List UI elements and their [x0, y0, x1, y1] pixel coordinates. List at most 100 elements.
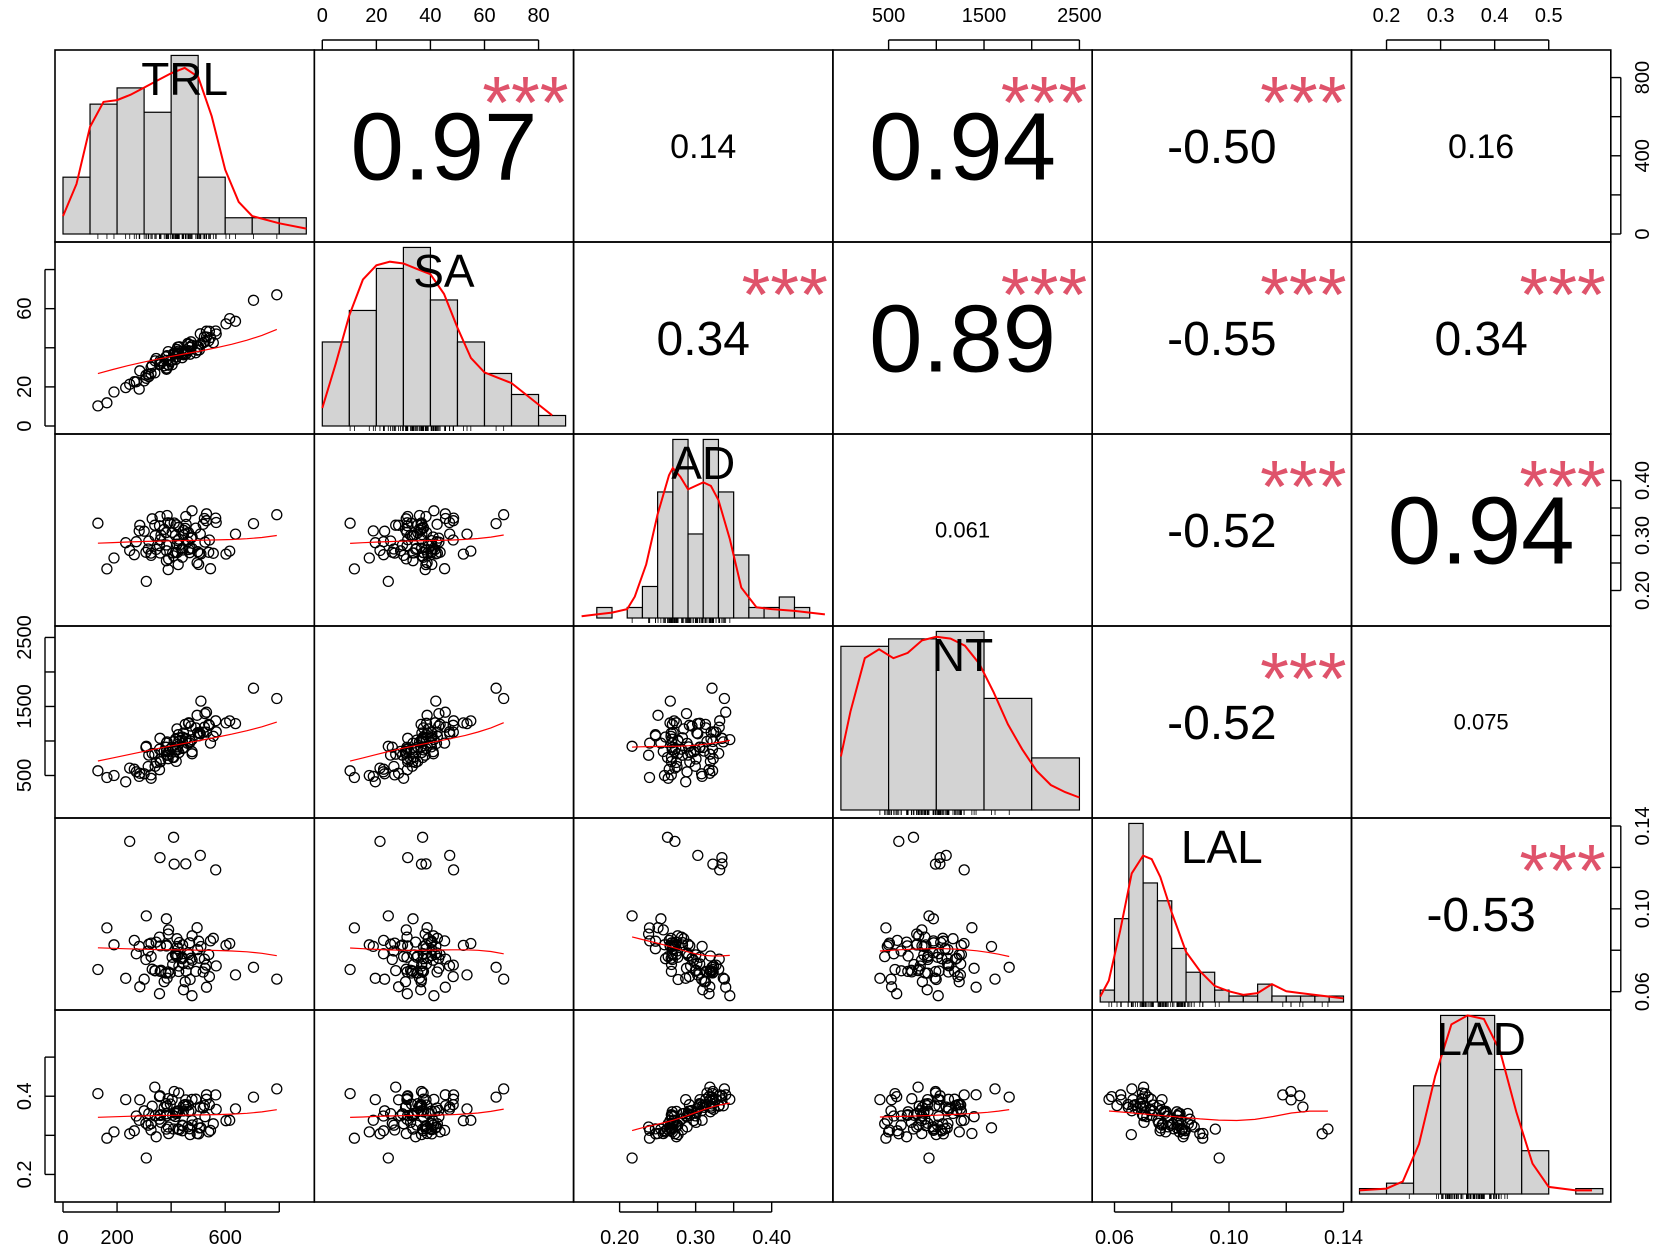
tick-label: 0: [57, 1227, 68, 1249]
density-curve: [321, 260, 553, 417]
scatter-point: [369, 1093, 381, 1106]
scatter-point: [662, 772, 674, 784]
scatter-point: [180, 510, 192, 523]
scatter-point: [168, 858, 180, 870]
tick-label: 0.3: [1427, 5, 1455, 27]
scatter-point: [1176, 1124, 1188, 1136]
scatter-point: [690, 1116, 702, 1129]
smooth-line: [879, 948, 1010, 958]
tick-label: 1500: [14, 684, 36, 729]
scatter-point: [666, 733, 678, 745]
scatter-point: [402, 940, 414, 952]
scatter-point: [1125, 1128, 1137, 1141]
tick-label: 400: [1632, 139, 1654, 172]
significance-stars: ***: [482, 61, 568, 144]
scatter-point: [377, 948, 390, 960]
scatter-point: [682, 741, 695, 753]
histogram-bar: [116, 87, 145, 235]
scatter-point: [655, 913, 667, 925]
scatter-point: [428, 1093, 440, 1106]
scatter-point: [416, 831, 429, 843]
scatter-point: [124, 1128, 136, 1140]
scatter-point: [108, 769, 120, 782]
scatter-point: [669, 835, 681, 848]
scatter-point: [498, 692, 510, 705]
scatter-point: [678, 723, 690, 735]
scatter-point: [666, 1106, 678, 1118]
scatter-point: [169, 546, 182, 559]
scatter-point: [377, 1125, 390, 1137]
scatter-point: [247, 294, 260, 306]
scatter-point: [145, 772, 157, 784]
histogram-bar: [429, 299, 459, 427]
scatter-point: [952, 970, 964, 983]
scatter-point: [344, 1087, 356, 1100]
scatter-point: [1173, 1108, 1185, 1120]
scatter-point: [461, 717, 473, 730]
panel-frame: [54, 817, 316, 1011]
scatter-point: [108, 552, 120, 564]
scatter-point: [210, 864, 222, 876]
scatter-point: [444, 528, 456, 540]
scatter-point: [1003, 1091, 1015, 1103]
scatter-point: [665, 965, 678, 978]
scatter-point: [124, 762, 136, 774]
smooth-line: [631, 1102, 730, 1132]
scatter-point: [428, 733, 440, 746]
diagonal-label: LAL: [1181, 821, 1263, 873]
scatter-point: [716, 732, 728, 745]
correlation-value: 0.97: [351, 94, 538, 201]
scatter-point: [433, 532, 445, 544]
histogram-bar: [748, 606, 765, 619]
scatter-point: [895, 965, 907, 977]
scatter-point: [146, 1100, 158, 1112]
scatter-point: [413, 972, 426, 984]
scatter-point: [699, 718, 712, 731]
scatter-point: [985, 1122, 998, 1134]
scatter-point: [922, 950, 934, 962]
tick-label: 0: [317, 5, 328, 27]
scatter-point: [400, 963, 412, 975]
scatter-point: [363, 769, 375, 782]
scatter-point: [893, 835, 905, 848]
scatter-point: [162, 1121, 174, 1133]
scatter-point: [676, 749, 689, 761]
scatter-point: [696, 770, 708, 783]
histogram-bar: [1031, 757, 1081, 811]
scatter-point: [124, 378, 136, 390]
scatter-point: [425, 1105, 438, 1117]
scatter-point: [417, 1110, 429, 1123]
scatter-point: [145, 547, 157, 559]
histogram-bar: [641, 585, 659, 619]
scatter-point: [369, 972, 381, 984]
scatter-point: [247, 682, 260, 694]
scatter-point: [171, 940, 183, 953]
scatter-point: [193, 558, 205, 571]
scatter-point: [1137, 1081, 1150, 1093]
scatter-point: [417, 1125, 429, 1137]
scatter-point: [874, 972, 886, 984]
scatter-point: [706, 765, 719, 777]
scatter-point: [392, 981, 405, 993]
scatter-point: [386, 953, 398, 966]
scatter-point: [164, 743, 176, 755]
scatter-point: [880, 922, 892, 934]
histogram-bar: [626, 606, 644, 619]
scatter-point: [1154, 1125, 1166, 1137]
scatter-point: [374, 835, 386, 848]
scatter-point: [447, 864, 460, 876]
scatter-point: [439, 981, 451, 993]
scatter-point: [204, 935, 217, 947]
scatter-point: [160, 913, 173, 925]
scatter-point: [153, 988, 166, 1000]
scatter-point: [697, 984, 709, 996]
tick-label: 60: [473, 5, 495, 27]
scatter-point: [421, 922, 433, 934]
scatter-point: [382, 1152, 394, 1164]
scatter-point: [694, 1093, 706, 1106]
scatter-point: [271, 509, 283, 521]
tick-label: 0.5: [1535, 5, 1563, 27]
scatter-point: [179, 522, 191, 535]
tick-label: 60: [14, 298, 36, 320]
scatter-point: [210, 960, 222, 972]
